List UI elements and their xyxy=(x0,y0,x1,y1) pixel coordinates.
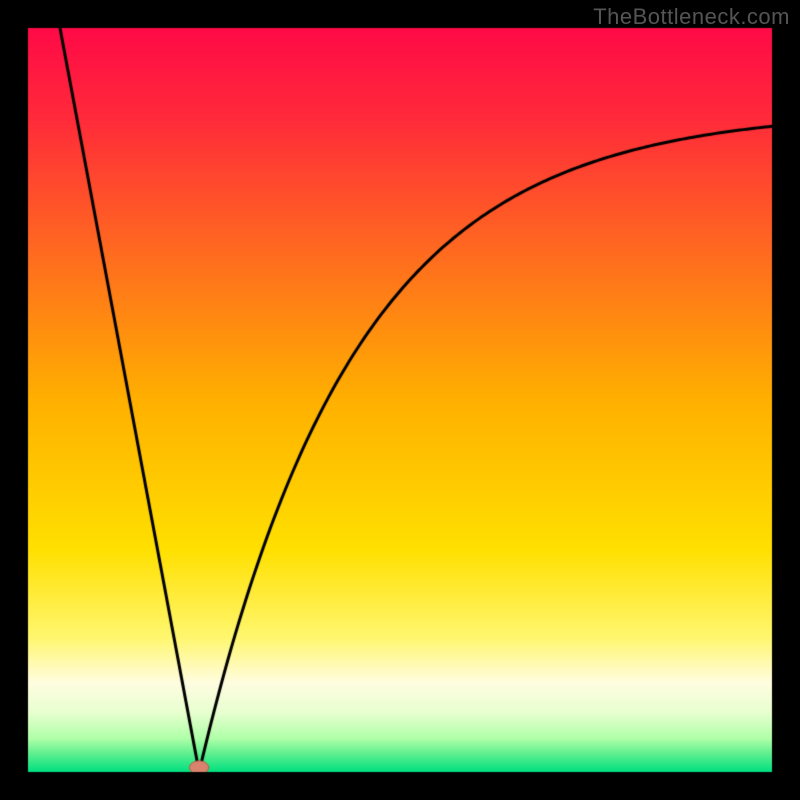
watermark-text: TheBottleneck.com xyxy=(593,4,790,30)
bottleneck-chart xyxy=(0,0,800,800)
